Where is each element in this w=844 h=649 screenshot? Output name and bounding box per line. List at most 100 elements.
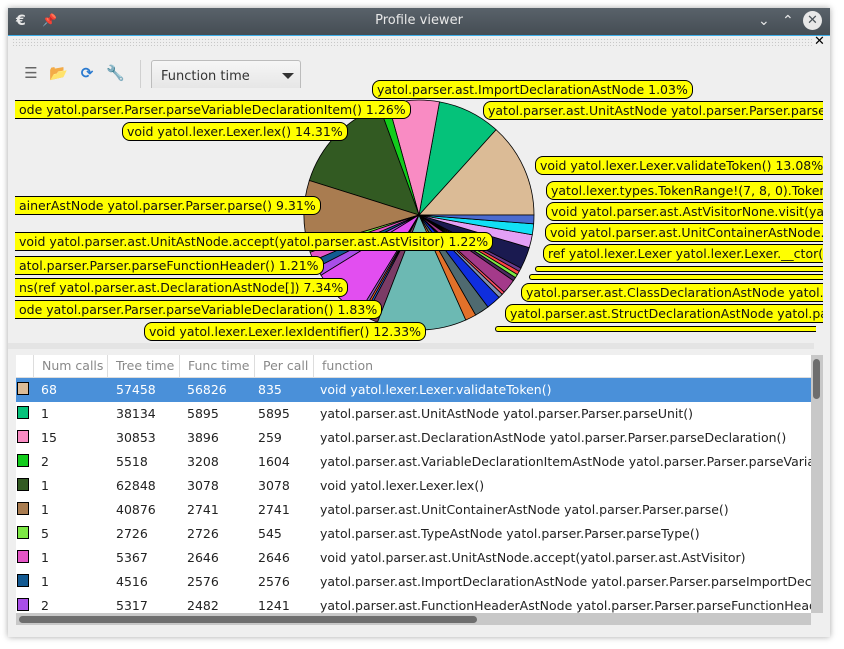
table-header: Num calls Tree time Func time Per call f… (16, 355, 811, 378)
table-row[interactable]: 1 38134 5895 5895 yatol.parser.ast.UnitAstNo… (16, 402, 811, 426)
func-time-cell: 5895 (187, 406, 219, 421)
vertical-scrollbar[interactable] (811, 355, 823, 613)
tree-time-cell: 4516 (116, 574, 148, 589)
color-swatch (17, 478, 29, 491)
num-calls-cell: 5 (41, 526, 49, 541)
horizontal-scrollbar[interactable] (16, 613, 811, 625)
slice-label: ainerAstNode yatol.parser.Parser.parse()… (15, 196, 321, 215)
slice-label: atol.parser.Parser.parseFunctionHeader()… (15, 256, 324, 275)
num-calls-cell: 1 (41, 550, 49, 565)
function-cell: yatol.parser.ast.DeclarationAstNode yato… (320, 430, 787, 445)
function-cell: void yatol.parser.ast.UnitAstNode.accept… (320, 550, 746, 565)
table-row[interactable]: 68 57458 56826 835 void yatol.lexer.Lexer.va… (16, 378, 811, 402)
per-call-cell: 2646 (258, 550, 290, 565)
tree-time-cell: 5367 (116, 550, 148, 565)
func-time-cell: 56826 (187, 382, 227, 397)
num-calls-cell: 15 (41, 430, 57, 445)
table-row[interactable]: 1 40876 2741 2741 yatol.parser.ast.UnitConta… (16, 498, 811, 522)
per-call-cell: 5895 (258, 406, 290, 421)
color-swatch (17, 406, 29, 419)
slice-label: yatol.parser.ast.ImportDeclarationAstNod… (372, 80, 693, 99)
slice-label: void yatol.lexer.Lexer.lex() 14.31% (122, 122, 348, 141)
minimize-icon[interactable]: ⌄ (758, 13, 770, 29)
per-call-cell: 1241 (258, 598, 290, 613)
toolbar-separator (140, 60, 141, 88)
slice-label: ns(ref yatol.parser.ast.DeclarationAstNo… (15, 278, 349, 297)
color-swatch (17, 382, 29, 395)
table-row[interactable]: 15 30853 3896 259 yatol.parser.ast.Declarati… (16, 426, 811, 450)
slice-label: ode yatol.parser.Parser.parseVariableDec… (15, 300, 383, 319)
slice-label: ode yatol.parser.Parser.parseVariableDec… (15, 100, 411, 119)
column-header-per-call[interactable]: Per call (254, 355, 313, 377)
function-cell: yatol.parser.ast.FunctionHeaderAstNode y… (320, 598, 811, 613)
slice-label: yatol.parser.ast.UnitAstNode yatol.parse… (483, 101, 823, 120)
close-window-button[interactable]: ✕ (803, 11, 822, 30)
function-cell: yatol.parser.ast.VariableDeclarationItem… (320, 454, 811, 469)
color-swatch (17, 454, 29, 467)
per-call-cell: 2741 (258, 502, 290, 517)
function-cell: yatol.parser.ast.TypeAstNode yatol.parse… (320, 526, 700, 541)
pie-chart-area: yatol.parser.ast.ImportDeclarationAstNod… (15, 80, 823, 343)
tree-time-cell: 2726 (116, 526, 148, 541)
maximize-icon[interactable]: ⌃ (782, 13, 794, 29)
tree-time-cell: 57458 (116, 382, 156, 397)
color-swatch (17, 550, 29, 563)
column-header-function[interactable]: function (313, 355, 811, 377)
refresh-icon[interactable]: ⟳ (80, 64, 94, 82)
tree-time-cell: 40876 (116, 502, 156, 517)
dock-handle[interactable] (12, 38, 812, 46)
title-bar[interactable]: € 📌 Profile viewer ⌄ ⌃ ✕ (8, 8, 830, 36)
mode-select-value: Function time (161, 69, 250, 84)
table-row[interactable]: 5 2726 2726 545 yatol.parser.ast.TypeAstNode… (16, 522, 811, 546)
table-row[interactable]: 1 62848 3078 3078 void yatol.lexer.Lexer.lex… (16, 474, 811, 498)
per-call-cell: 835 (258, 382, 282, 397)
label-stack (495, 326, 816, 332)
slice-label: yatol.parser.ast.ClassDeclarationAstNode… (521, 283, 823, 302)
column-header-tree-time[interactable]: Tree time (107, 355, 179, 377)
wrench-icon[interactable]: 🔧 (106, 64, 125, 82)
per-call-cell: 1604 (258, 454, 290, 469)
func-time-cell: 2726 (187, 526, 219, 541)
function-cell: yatol.parser.ast.ImportDeclarationAstNod… (320, 574, 811, 589)
func-time-cell: 2576 (187, 574, 219, 589)
func-time-cell: 2646 (187, 550, 219, 565)
color-swatch (17, 526, 29, 539)
app-logo-icon: € (16, 13, 26, 29)
vertical-scroll-thumb[interactable] (813, 359, 820, 399)
folder-open-icon[interactable]: 📂 (49, 64, 68, 82)
table-row[interactable]: 1 4516 2576 2576 yatol.parser.ast.ImportDecl… (16, 570, 811, 594)
table-row[interactable]: 2 5317 2482 1241 yatol.parser.ast.FunctionHe… (16, 594, 811, 613)
func-time-cell: 3208 (187, 454, 219, 469)
tree-time-cell: 62848 (116, 478, 156, 493)
slice-label: void yatol.parser.ast.AstVisitorNone.vis… (546, 202, 823, 221)
color-swatch (17, 502, 29, 515)
splitter-handle[interactable] (8, 343, 814, 349)
num-calls-cell: 2 (41, 454, 49, 469)
profile-table: Num calls Tree time Func time Per call f… (16, 355, 811, 613)
dock-close-icon[interactable]: ✕ (814, 34, 825, 49)
pie-slice[interactable] (418, 214, 535, 225)
color-swatch (17, 598, 29, 611)
column-header-func-time[interactable]: Func time (179, 355, 254, 377)
label-stack (529, 274, 823, 280)
pin-icon[interactable]: 📌 (42, 13, 57, 27)
horizontal-scroll-thumb[interactable] (19, 616, 477, 623)
chevron-down-icon (282, 73, 294, 79)
function-cell: void yatol.lexer.Lexer.validateToken() (320, 382, 552, 397)
mode-select[interactable]: Function time (151, 60, 301, 88)
per-call-cell: 2576 (258, 574, 290, 589)
pie-slice[interactable] (418, 129, 535, 216)
document-icon[interactable]: ☰ (24, 64, 38, 82)
func-time-cell: 2482 (187, 598, 219, 613)
table-row[interactable]: 1 5367 2646 2646 void yatol.parser.ast.UnitA… (16, 546, 811, 570)
num-calls-cell: 2 (41, 598, 49, 613)
column-header-num-calls[interactable]: Num calls (33, 355, 107, 377)
table-row[interactable]: 2 5518 3208 1604 yatol.parser.ast.VariableDe… (16, 450, 811, 474)
func-time-cell: 3896 (187, 430, 219, 445)
tree-time-cell: 38134 (116, 406, 156, 421)
tree-time-cell: 5317 (116, 598, 148, 613)
slice-label: void yatol.lexer.Lexer.validateToken() 1… (535, 156, 823, 175)
num-calls-cell: 1 (41, 406, 49, 421)
color-swatch (17, 574, 29, 587)
function-cell: void yatol.lexer.Lexer.lex() (320, 478, 485, 493)
